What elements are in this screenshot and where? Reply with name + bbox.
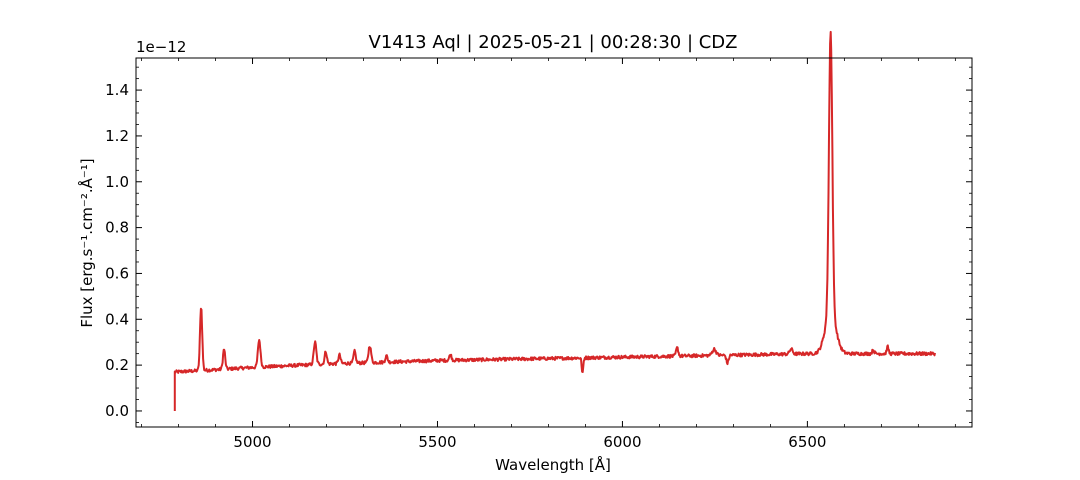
y-tick-label: 0.6 [105,264,129,282]
x-tick-label: 6500 [788,433,826,451]
y-tick-label: 0.0 [105,402,129,420]
y-tick-label: 1.2 [105,127,129,145]
spectrum-series-line [173,30,936,411]
y-tick-label: 0.2 [105,356,129,374]
x-tick-label: 5000 [233,433,271,451]
y-tick-label: 1.0 [105,173,129,191]
y-axis: 0.0 0.2 0.4 0.6 0.8 1.0 1.2 1.4 [105,81,972,420]
chart-title: V1413 Aql | 2025-05-21 | 00:28:30 | CDZ [369,32,738,53]
y-tick-label: 0.8 [105,219,129,237]
y-offset-label: 1e−12 [136,38,186,56]
x-axis: 5000 5500 6000 6500 [233,58,826,451]
y-tick-label: 0.4 [105,310,129,328]
x-axis-label: Wavelength [Å] [495,455,611,474]
y-axis-label: Flux [erg.s⁻¹.cm⁻².Å⁻¹] [77,158,96,327]
x-tick-label: 5500 [418,433,456,451]
y-tick-label: 1.4 [105,81,129,99]
plot-frame [135,57,973,428]
x-tick-label: 6000 [603,433,641,451]
minor-ticks [136,58,972,427]
